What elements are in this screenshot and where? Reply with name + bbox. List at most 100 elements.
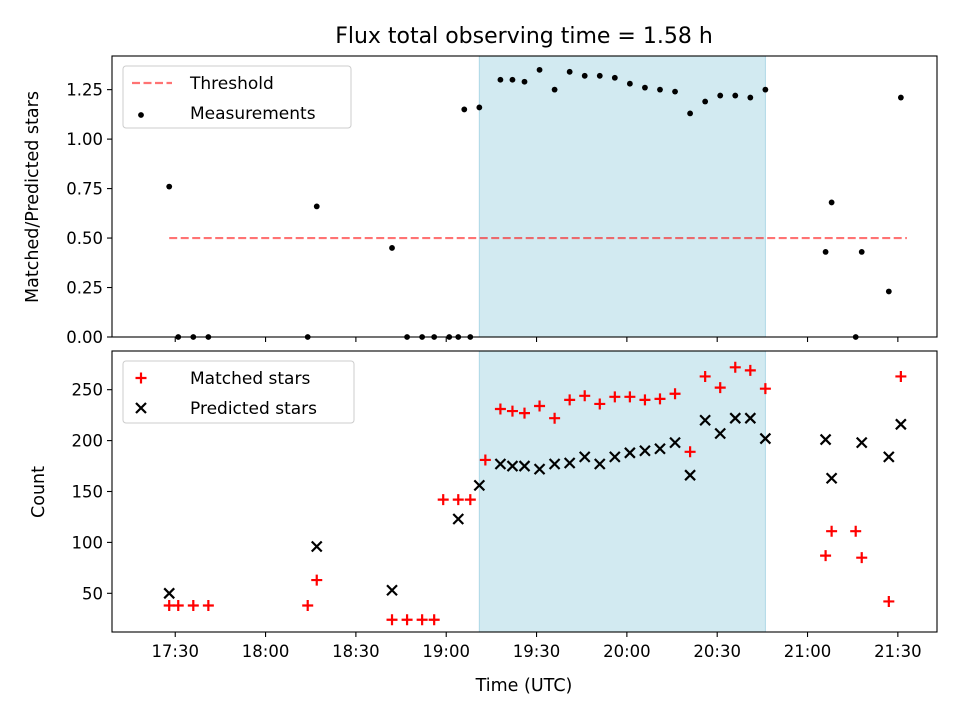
matched-star-point bbox=[744, 364, 756, 376]
top-y-tick-label: 0.75 bbox=[66, 180, 103, 199]
measurement-point bbox=[611, 74, 618, 81]
measurement-point bbox=[702, 98, 709, 105]
matched-star-point bbox=[172, 600, 184, 612]
legend-label: Threshold bbox=[189, 74, 274, 94]
measurement-point bbox=[672, 88, 678, 95]
measurement-point bbox=[642, 84, 648, 91]
measurement-point bbox=[313, 203, 320, 210]
measurement-point bbox=[166, 183, 173, 190]
matched-star-point bbox=[519, 407, 530, 419]
matched-star-point bbox=[883, 595, 895, 607]
matched-star-point bbox=[302, 600, 314, 612]
top-axes-frame bbox=[111, 55, 938, 338]
matched-star-point bbox=[759, 383, 771, 395]
top-panel: 0.00 0.25 0.50 0.75 1.00 1.25 Threshold Measure… bbox=[66, 55, 938, 347]
measurement-point bbox=[885, 288, 892, 295]
matched-star-point bbox=[506, 405, 518, 417]
matched-star-point bbox=[437, 494, 449, 506]
x-tick-label: 17:30 bbox=[151, 642, 199, 661]
measurement-point bbox=[747, 94, 754, 101]
matched-star-point bbox=[579, 390, 591, 402]
top-shaded-interval bbox=[478, 55, 766, 338]
x-tick-label: 20:30 bbox=[693, 642, 741, 661]
measurement-point bbox=[822, 249, 829, 255]
legend-box bbox=[122, 360, 355, 424]
matched-star-point bbox=[639, 394, 651, 406]
predicted-star-point bbox=[825, 472, 838, 485]
matched-star-point bbox=[594, 398, 606, 410]
top-y-tick-label: 1.25 bbox=[66, 81, 103, 100]
bottom-series-1 bbox=[163, 412, 907, 600]
predicted-star-point bbox=[624, 447, 636, 459]
measurement-point bbox=[657, 86, 663, 93]
bottom-y-tick-label: 100 bbox=[72, 533, 104, 552]
bottom-y-tick-label: 150 bbox=[72, 483, 104, 502]
matched-star-point bbox=[699, 370, 711, 382]
matched-star-point bbox=[386, 614, 398, 626]
matched-star-point bbox=[464, 494, 476, 506]
x-tick-label: 20:00 bbox=[603, 642, 651, 661]
legend-label: Matched stars bbox=[190, 369, 310, 389]
matched-star-point bbox=[494, 403, 506, 415]
measurement-point bbox=[596, 72, 603, 79]
matched-star-point bbox=[654, 393, 666, 405]
measurement-point bbox=[509, 76, 516, 83]
predicted-star-point bbox=[895, 418, 907, 431]
bottom-y-tick-label: 200 bbox=[72, 432, 104, 451]
x-tick-label: 19:00 bbox=[422, 642, 470, 661]
legend-box bbox=[122, 65, 352, 129]
legend-measurement-swatch bbox=[138, 112, 144, 118]
bottom-y-tick-label: 50 bbox=[82, 584, 103, 603]
predicted-star-point bbox=[855, 436, 868, 449]
predicted-star-point bbox=[163, 587, 175, 600]
matched-star-point bbox=[826, 525, 838, 537]
x-tick-label: 21:00 bbox=[784, 642, 832, 661]
legend-label: Measurements bbox=[190, 104, 316, 124]
predicted-star-point bbox=[744, 412, 757, 424]
measurement-point bbox=[581, 72, 588, 79]
matched-star-point bbox=[669, 388, 681, 400]
measurement-point bbox=[389, 245, 395, 251]
predicted-star-point bbox=[593, 458, 606, 470]
bottom-shaded-interval bbox=[478, 350, 766, 633]
bottom-y-tick-label: 250 bbox=[72, 381, 104, 400]
predicted-star-point bbox=[759, 432, 772, 445]
x-tick-label: 18:30 bbox=[332, 642, 380, 661]
predicted-star-point bbox=[533, 463, 546, 475]
predicted-star-point bbox=[729, 412, 742, 424]
measurement-point bbox=[521, 78, 528, 85]
matched-star-point bbox=[401, 614, 413, 626]
measurement-point bbox=[476, 104, 483, 111]
legend-label: Predicted stars bbox=[190, 399, 317, 419]
matched-star-point bbox=[820, 550, 832, 562]
predicted-star-point bbox=[684, 469, 696, 481]
top-y-tick-label: 0.25 bbox=[66, 279, 103, 298]
measurement-point bbox=[566, 68, 573, 75]
predicted-star-point bbox=[819, 433, 832, 446]
measurement-point bbox=[687, 110, 694, 117]
x-axis-label: Time (UTC) bbox=[475, 676, 573, 696]
matched-star-point bbox=[624, 391, 636, 403]
top-y-tick-label: 1.00 bbox=[66, 130, 103, 149]
bottom-legend: Matched stars Predicted stars bbox=[122, 360, 355, 424]
predicted-star-point bbox=[506, 460, 519, 472]
x-tick-label: 21:30 bbox=[874, 642, 922, 661]
matched-star-point bbox=[850, 525, 862, 537]
matched-star-point bbox=[714, 382, 726, 394]
predicted-star-point bbox=[494, 458, 507, 470]
predicted-star-point bbox=[310, 540, 323, 553]
measurement-point bbox=[828, 199, 835, 206]
matched-star-point bbox=[895, 370, 907, 382]
predicted-star-point bbox=[609, 451, 621, 463]
matched-star-point bbox=[549, 412, 561, 424]
legend-matched-swatch bbox=[135, 372, 147, 384]
bottom-panel: 50 100 150 200 250 17:30 18:00 18:30 19:00 19:30 2… bbox=[72, 350, 938, 661]
bottom-y-axis-label: Count bbox=[29, 466, 49, 518]
predicted-star-point bbox=[563, 457, 576, 469]
matched-star-point bbox=[729, 361, 741, 373]
predicted-star-point bbox=[639, 444, 651, 457]
predicted-star-point bbox=[386, 584, 398, 597]
measurement-point bbox=[897, 94, 904, 101]
predicted-star-point bbox=[654, 442, 666, 455]
